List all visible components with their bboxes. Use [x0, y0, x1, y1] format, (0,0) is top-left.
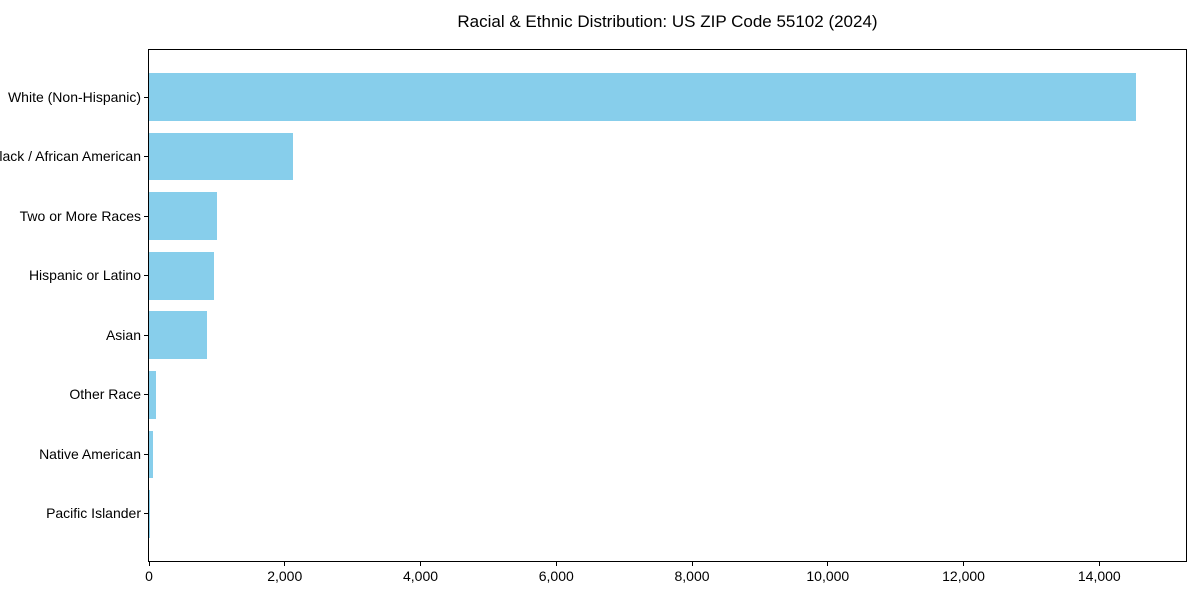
y-tick-mark: [144, 394, 148, 396]
bar: [149, 73, 1136, 121]
y-tick-label: Two or More Races: [19, 207, 141, 224]
y-tick-mark: [144, 275, 148, 277]
x-tick-mark: [827, 562, 829, 566]
y-tick-label: Asian: [105, 326, 141, 343]
y-tick-label: Black / African American: [0, 148, 141, 165]
y-tick-mark: [144, 215, 148, 217]
bar: [149, 192, 217, 240]
bar: [149, 430, 153, 479]
x-tick-mark: [691, 562, 693, 566]
x-tick-label: 0: [145, 568, 153, 584]
bar: [149, 490, 150, 538]
x-tick-label: 2,000: [267, 568, 303, 584]
y-tick-label: Pacific Islander: [46, 505, 141, 522]
bar: [149, 132, 293, 181]
y-tick-label: Native American: [39, 445, 141, 462]
y-tick-label: Hispanic or Latino: [28, 267, 141, 284]
y-tick-mark: [144, 453, 148, 455]
x-tick-mark: [555, 562, 557, 566]
y-tick-mark: [144, 96, 148, 98]
x-tick-mark: [963, 562, 965, 566]
x-tick-mark: [284, 562, 286, 566]
bar: [149, 311, 208, 360]
x-tick-mark: [148, 562, 150, 566]
bar: [149, 251, 214, 300]
plot-area: [148, 49, 1187, 562]
y-tick-label: White (Non-Hispanic): [7, 88, 141, 105]
x-tick-label: 14,000: [1077, 568, 1121, 584]
y-tick-mark: [144, 156, 148, 158]
x-tick-label: 8,000: [674, 568, 710, 584]
y-tick-mark: [144, 513, 148, 515]
x-tick-label: 12,000: [942, 568, 985, 584]
x-tick-mark: [420, 562, 422, 566]
x-tick-label: 10,000: [806, 568, 850, 584]
x-tick-label: 4,000: [402, 568, 439, 584]
chart-title: Racial & Ethnic Distribution: US ZIP Cod…: [457, 12, 878, 31]
bar: [149, 371, 156, 419]
x-tick-mark: [1098, 562, 1100, 566]
y-tick-mark: [144, 334, 148, 336]
x-tick-label: 6,000: [538, 568, 574, 584]
y-tick-label: Other Race: [69, 386, 141, 403]
